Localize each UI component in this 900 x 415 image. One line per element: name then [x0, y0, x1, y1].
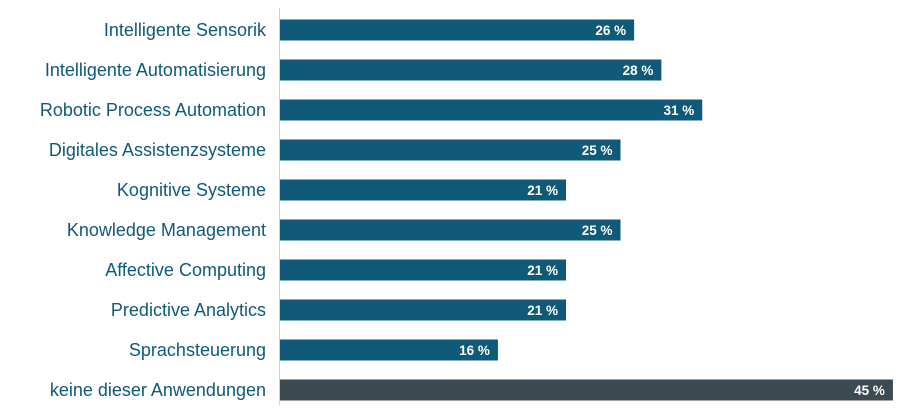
value-labels-group: 26 % 28 % 31 % 25 % 21 % 25 % 21 % 21 % 16 % 45 %	[459, 23, 885, 398]
category-label: keine dieser Anwendungen	[50, 380, 266, 400]
value-label: 25 %	[582, 223, 613, 238]
bar-5	[280, 179, 567, 201]
value-label: 28 %	[623, 63, 654, 78]
value-label: 21 %	[527, 263, 558, 278]
bar-7	[280, 259, 567, 281]
category-label: Robotic Process Automation	[40, 100, 266, 120]
bar-9	[280, 339, 498, 361]
value-label: 21 %	[527, 303, 558, 318]
bar-10	[280, 379, 893, 401]
category-labels-group: Intelligente Sensorik Intelligente Automa…	[40, 20, 267, 400]
value-label: 21 %	[527, 183, 558, 198]
category-label: Predictive Analytics	[111, 300, 266, 320]
bar-4	[280, 139, 621, 161]
value-label: 31 %	[663, 103, 694, 118]
bar-6	[280, 219, 621, 241]
value-label: 45 %	[854, 383, 885, 398]
category-label: Sprachsteuerung	[129, 340, 266, 360]
category-label: Intelligente Sensorik	[104, 20, 267, 40]
value-label: 16 %	[459, 343, 490, 358]
bar-3	[280, 99, 703, 121]
value-label: 26 %	[595, 23, 626, 38]
bars-group	[280, 19, 893, 401]
bar-2	[280, 59, 662, 81]
bar-8	[280, 299, 567, 321]
category-label: Knowledge Management	[67, 220, 266, 240]
value-label: 25 %	[582, 143, 613, 158]
category-label: Intelligente Automatisierung	[45, 60, 266, 80]
bar-1	[280, 19, 635, 41]
category-label: Kognitive Systeme	[117, 180, 266, 200]
category-label: Digitales Assistenzsysteme	[49, 140, 266, 160]
category-label: Affective Computing	[105, 260, 266, 280]
